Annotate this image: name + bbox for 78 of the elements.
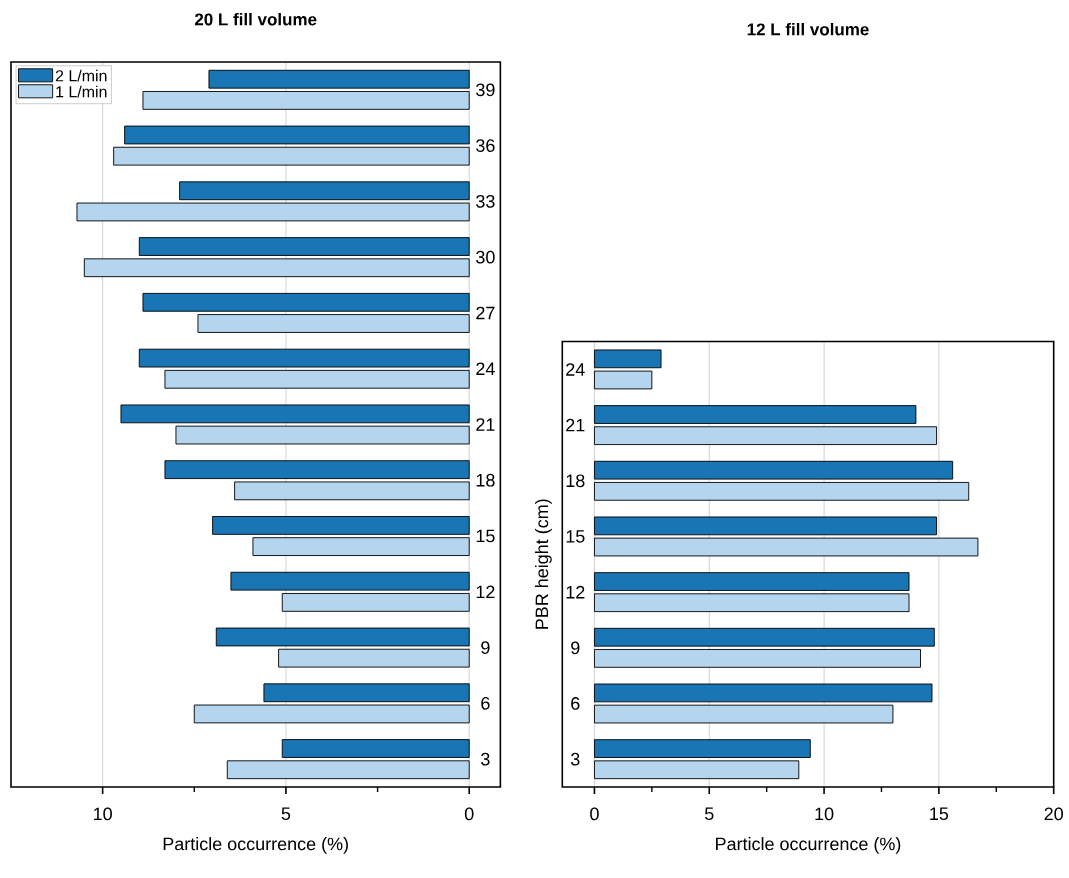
y-tick-label: 9 [481, 641, 490, 654]
bar [179, 181, 470, 201]
y-tick-label: 3 [570, 752, 580, 766]
bar [594, 405, 917, 424]
bar [594, 593, 910, 613]
bar [278, 648, 470, 668]
y-tick-label: 24 [476, 362, 495, 376]
bar [138, 237, 470, 256]
bar [594, 683, 933, 703]
y-tick-label: 6 [481, 697, 490, 710]
bar [124, 125, 470, 145]
y-tick-label: 21 [476, 418, 495, 431]
bar [594, 649, 921, 668]
bar [594, 537, 979, 557]
y-tick-label: 18 [566, 474, 585, 488]
bar [594, 627, 935, 647]
x-tick-label: 0 [464, 807, 474, 821]
bar [594, 460, 954, 480]
x-tick-label: 10 [94, 807, 112, 821]
x-axis-title: Particle occurrence (%) [163, 837, 348, 854]
bar [212, 516, 470, 535]
bar [594, 760, 800, 780]
bar [113, 146, 470, 166]
bar [281, 593, 470, 612]
chart-title: 12 L fill volume [747, 23, 869, 36]
y-tick-label: 21 [566, 418, 585, 432]
bar [594, 516, 938, 536]
chart-title: 20 L fill volume [194, 13, 317, 26]
bar [594, 482, 970, 501]
x-tick-label: 5 [281, 807, 291, 821]
y-tick-label: 12 [476, 585, 495, 599]
y-tick-label: 36 [476, 139, 495, 152]
bar [215, 627, 470, 647]
bar [120, 404, 470, 424]
x-tick-label: 20 [1044, 807, 1063, 821]
x-tick-label: 0 [590, 807, 599, 821]
bar [197, 314, 470, 333]
bar [234, 481, 470, 501]
bar [164, 369, 470, 389]
bar [594, 370, 653, 390]
y-tick-label: 9 [571, 641, 580, 655]
bar [175, 425, 470, 445]
y-tick-label: 12 [566, 585, 585, 599]
bar [138, 348, 470, 368]
bar [594, 426, 938, 446]
x-tick-label: 15 [930, 807, 949, 821]
y-tick-label: 30 [476, 250, 495, 264]
bar [226, 760, 470, 780]
bar [594, 704, 894, 724]
bar [208, 69, 470, 89]
bar [142, 91, 470, 110]
bar [164, 460, 470, 480]
y-tick-label: 27 [476, 306, 495, 320]
x-tick-label: 5 [704, 807, 714, 821]
bar [594, 739, 811, 758]
bar [230, 571, 470, 591]
x-tick-label: 10 [815, 807, 834, 821]
bar [594, 572, 910, 591]
bar [594, 349, 662, 369]
bar [281, 739, 470, 758]
bar [263, 683, 470, 703]
x-axis-title: Particle occurrence (%) [716, 837, 901, 854]
y-tick-label: 15 [476, 529, 495, 543]
y-axis-title: PBR height (cm) [535, 499, 552, 629]
bar [252, 537, 470, 557]
y-tick-label: 18 [476, 473, 495, 487]
y-tick-label: 15 [566, 530, 585, 543]
bar [193, 704, 470, 724]
y-tick-label: 33 [476, 195, 495, 208]
bar [142, 292, 470, 312]
y-tick-label: 39 [476, 83, 495, 97]
legend-label: 1 L/min [56, 85, 107, 98]
bar [83, 258, 470, 278]
y-tick-label: 3 [481, 752, 490, 766]
legend-label: 2 L/min [55, 69, 107, 82]
y-tick-label: 6 [571, 697, 580, 710]
y-tick-label: 24 [566, 363, 585, 376]
bar [76, 202, 470, 222]
